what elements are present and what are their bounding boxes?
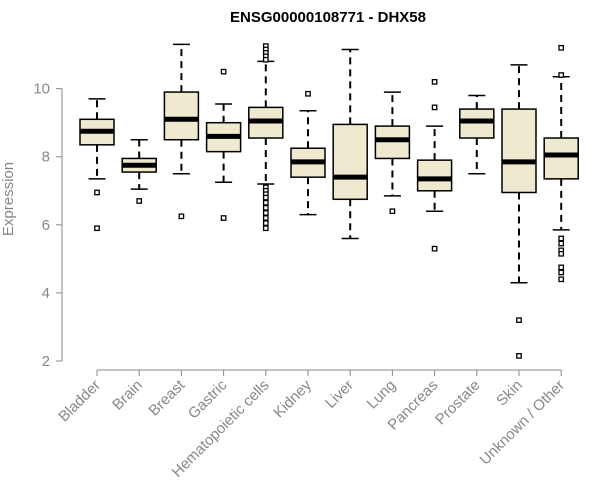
- box-series: [79, 43, 579, 359]
- y-tick-label: 4: [42, 285, 50, 302]
- box-iqr: [501, 108, 537, 194]
- box-pancreas: [416, 79, 453, 252]
- x-category-label: Skin: [493, 377, 526, 410]
- box-iqr: [416, 159, 453, 192]
- y-tick-label: 6: [42, 217, 50, 234]
- x-category-label: Kidney: [270, 376, 315, 421]
- y-axis: 2 4 6 8 10: [33, 81, 63, 370]
- outlier-point: [262, 210, 269, 216]
- y-tick-label: 8: [42, 149, 50, 166]
- outlier-point: [262, 220, 269, 226]
- outlier-point: [431, 79, 438, 85]
- x-category-label: Brain: [109, 377, 146, 414]
- outlier-point: [558, 72, 565, 78]
- outlier-point: [94, 225, 100, 232]
- outlier-point: [305, 90, 311, 97]
- outlier-point: [516, 353, 522, 359]
- x-axis: [96, 369, 562, 376]
- box-brain: [121, 138, 157, 204]
- outlier-point: [558, 276, 565, 283]
- outlier-point: [389, 208, 396, 215]
- outlier-point: [262, 225, 269, 232]
- outlier-point: [262, 194, 269, 201]
- x-category-label: Breast: [146, 376, 189, 419]
- x-category-label: Lung: [364, 377, 400, 413]
- outlier-point: [558, 235, 565, 242]
- box-bladder: [79, 98, 115, 232]
- outlier-point: [558, 44, 565, 51]
- box-prostate: [459, 94, 495, 175]
- box-breast: [163, 43, 200, 220]
- outlier-point: [262, 199, 269, 206]
- box-liver: [332, 48, 368, 240]
- box-iqr: [459, 108, 495, 139]
- outlier-point: [262, 204, 269, 211]
- box-iqr: [163, 91, 200, 141]
- y-tick-label: 2: [42, 353, 50, 370]
- outlier-point: [431, 104, 438, 111]
- outlier-point: [94, 189, 100, 196]
- x-category-label: Bladder: [55, 377, 104, 426]
- outlier-point: [220, 215, 227, 221]
- outlier-point: [262, 56, 269, 63]
- outlier-point: [220, 68, 227, 75]
- outlier-point: [262, 215, 269, 221]
- x-category-label: Liver: [322, 377, 357, 412]
- box-iqr: [332, 123, 368, 201]
- outlier-point: [558, 269, 565, 276]
- box-unknown-other: [543, 44, 579, 283]
- outlier-point: [558, 250, 565, 257]
- y-tick-label: 10: [33, 81, 50, 98]
- outlier-point: [558, 264, 565, 271]
- box-lung: [374, 91, 411, 215]
- box-iqr: [543, 137, 579, 180]
- outlier-point: [136, 198, 143, 204]
- outlier-point: [558, 240, 565, 247]
- x-category-label: Prostate: [432, 377, 484, 429]
- chart-title: ENSG00000108771 - DHX58: [230, 9, 426, 26]
- box-skin: [501, 64, 537, 359]
- box-hematopoietic-cells: [248, 43, 284, 232]
- outlier-point: [431, 245, 438, 252]
- box-gastric: [205, 68, 242, 221]
- outlier-point: [516, 317, 522, 323]
- box-kidney: [290, 90, 326, 216]
- y-axis-label: Expression: [0, 162, 17, 236]
- outlier-point: [178, 213, 185, 220]
- box-iqr: [374, 125, 411, 160]
